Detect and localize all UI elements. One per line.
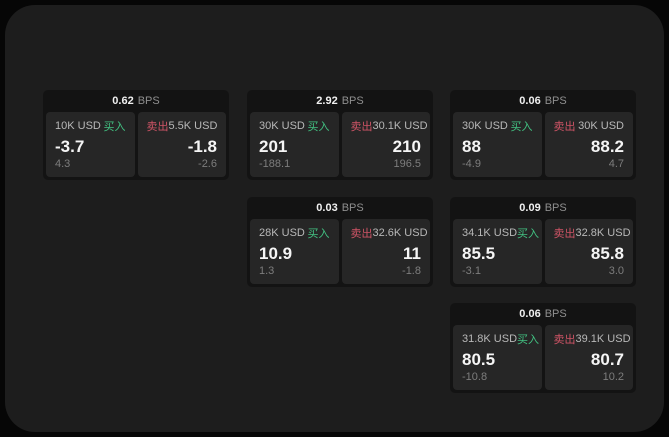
buy-label: 买入 [517, 334, 540, 346]
sell-amount: 30.1K USD [372, 120, 428, 132]
buy-label: 买入 [103, 121, 126, 133]
buy-sub-value: -188.1 [259, 158, 291, 170]
bps-unit: BPS [137, 95, 160, 107]
quote-card-6: 0.06 BPS 31.8K USD 买入 80.5 -10.8 卖出 39.1… [450, 303, 636, 393]
buy-sub-value: -3.1 [462, 265, 481, 277]
bps-unit: BPS [341, 95, 364, 107]
buy-amount: 30K USD [462, 120, 508, 132]
sell-pane[interactable]: 卖出 30.1K USD 210 196.5 [341, 112, 430, 177]
sell-label: 卖出 [350, 228, 373, 240]
bps-header: 0.06 BPS [450, 303, 636, 325]
quote-body: 30K USD 买入 88 -4.9 卖出 30K USD 88.2 4.7 [450, 112, 636, 180]
buy-price: -3.7 [55, 137, 85, 156]
buy-price: 85.5 [462, 244, 496, 263]
bps-value: 0.06 [519, 95, 541, 107]
bps-header: 0.09 BPS [450, 197, 636, 219]
buy-pane[interactable]: 28K USD 买入 10.9 1.3 [250, 219, 339, 284]
bps-unit: BPS [341, 202, 364, 214]
sell-sub-value: 3.0 [608, 265, 624, 277]
sell-price: 11 [403, 244, 421, 263]
sell-amount: 39.1K USD [575, 333, 631, 345]
buy-price: 10.9 [259, 244, 293, 263]
sell-sub-value: 196.5 [393, 158, 421, 170]
bps-value: 0.03 [316, 202, 338, 214]
bps-value: 0.06 [519, 308, 541, 320]
quote-card-5: 0.09 BPS 34.1K USD 买入 85.5 -3.1 卖出 32.8K… [450, 197, 636, 287]
sell-price: -1.8 [187, 137, 217, 156]
buy-sub-value: -10.8 [462, 371, 488, 383]
sell-price: 210 [392, 137, 421, 156]
quote-body: 34.1K USD 买入 85.5 -3.1 卖出 32.8K USD 85.8… [450, 219, 636, 287]
buy-sub-value: 4.3 [55, 158, 71, 170]
bps-unit: BPS [544, 308, 567, 320]
buy-amount: 34.1K USD [462, 227, 518, 239]
quote-card-4: 0.03 BPS 28K USD 买入 10.9 1.3 卖出 32.6K US… [247, 197, 433, 287]
sell-amount: 32.6K USD [372, 227, 428, 239]
buy-pane[interactable]: 10K USD 买入 -3.7 4.3 [46, 112, 135, 177]
buy-label: 买入 [307, 121, 330, 133]
buy-pane[interactable]: 30K USD 买入 201 -188.1 [250, 112, 339, 177]
bps-value: 0.09 [519, 202, 541, 214]
buy-pane[interactable]: 31.8K USD 买入 80.5 -10.8 [453, 325, 542, 390]
buy-sub-value: 1.3 [259, 265, 275, 277]
bps-unit: BPS [544, 202, 567, 214]
buy-amount: 10K USD [55, 120, 101, 132]
buy-label: 买入 [307, 228, 330, 240]
buy-sub-value: -4.9 [462, 158, 481, 170]
quote-body: 10K USD 买入 -3.7 4.3 卖出 5.5K USD -1.8 -2.… [43, 112, 229, 180]
sell-label: 卖出 [350, 121, 373, 133]
sell-pane[interactable]: 卖出 39.1K USD 80.7 10.2 [544, 325, 633, 390]
buy-price: 201 [259, 137, 288, 156]
sell-sub-value: -2.6 [198, 158, 217, 170]
buy-amount: 30K USD [259, 120, 305, 132]
quote-card-3: 0.06 BPS 30K USD 买入 88 -4.9 卖出 30K USD [450, 90, 636, 180]
buy-price: 88 [462, 137, 481, 156]
quote-body: 30K USD 买入 201 -188.1 卖出 30.1K USD 210 1… [247, 112, 433, 180]
sell-price: 88.2 [590, 137, 624, 156]
sell-amount: 5.5K USD [168, 120, 218, 132]
sell-amount: 30K USD [578, 120, 624, 132]
buy-label: 买入 [517, 228, 540, 240]
bps-unit: BPS [544, 95, 567, 107]
sell-pane[interactable]: 卖出 32.8K USD 85.8 3.0 [544, 219, 633, 284]
quote-card-1: 0.62 BPS 10K USD 买入 -3.7 4.3 卖出 5.5K USD [43, 90, 229, 180]
bps-header: 2.92 BPS [247, 90, 433, 112]
quote-card-2: 2.92 BPS 30K USD 买入 201 -188.1 卖出 30.1K … [247, 90, 433, 180]
sell-sub-value: 10.2 [602, 371, 624, 383]
bps-header: 0.06 BPS [450, 90, 636, 112]
quotes-panel: 0.62 BPS 10K USD 买入 -3.7 4.3 卖出 5.5K USD [5, 5, 664, 432]
bps-header: 0.62 BPS [43, 90, 229, 112]
sell-pane[interactable]: 卖出 32.6K USD 11 -1.8 [341, 219, 430, 284]
buy-amount: 31.8K USD [462, 333, 518, 345]
bps-header: 0.03 BPS [247, 197, 433, 219]
sell-amount: 32.8K USD [575, 227, 631, 239]
sell-label: 卖出 [553, 228, 576, 240]
sell-price: 85.8 [590, 244, 624, 263]
buy-pane[interactable]: 30K USD 买入 88 -4.9 [453, 112, 542, 177]
sell-pane[interactable]: 卖出 5.5K USD -1.8 -2.6 [137, 112, 226, 177]
sell-label: 卖出 [146, 121, 169, 133]
quote-body: 28K USD 买入 10.9 1.3 卖出 32.6K USD 11 -1.8 [247, 219, 433, 287]
sell-sub-value: -1.8 [402, 265, 421, 277]
sell-pane[interactable]: 卖出 30K USD 88.2 4.7 [544, 112, 633, 177]
buy-label: 买入 [510, 121, 533, 133]
sell-sub-value: 4.7 [608, 158, 624, 170]
sell-label: 卖出 [553, 334, 576, 346]
sell-price: 80.7 [590, 350, 624, 369]
buy-pane[interactable]: 34.1K USD 买入 85.5 -3.1 [453, 219, 542, 284]
quote-body: 31.8K USD 买入 80.5 -10.8 卖出 39.1K USD 80.… [450, 325, 636, 393]
bps-value: 2.92 [316, 95, 338, 107]
bps-value: 0.62 [112, 95, 134, 107]
sell-label: 卖出 [553, 121, 576, 133]
buy-amount: 28K USD [259, 227, 305, 239]
buy-price: 80.5 [462, 350, 496, 369]
